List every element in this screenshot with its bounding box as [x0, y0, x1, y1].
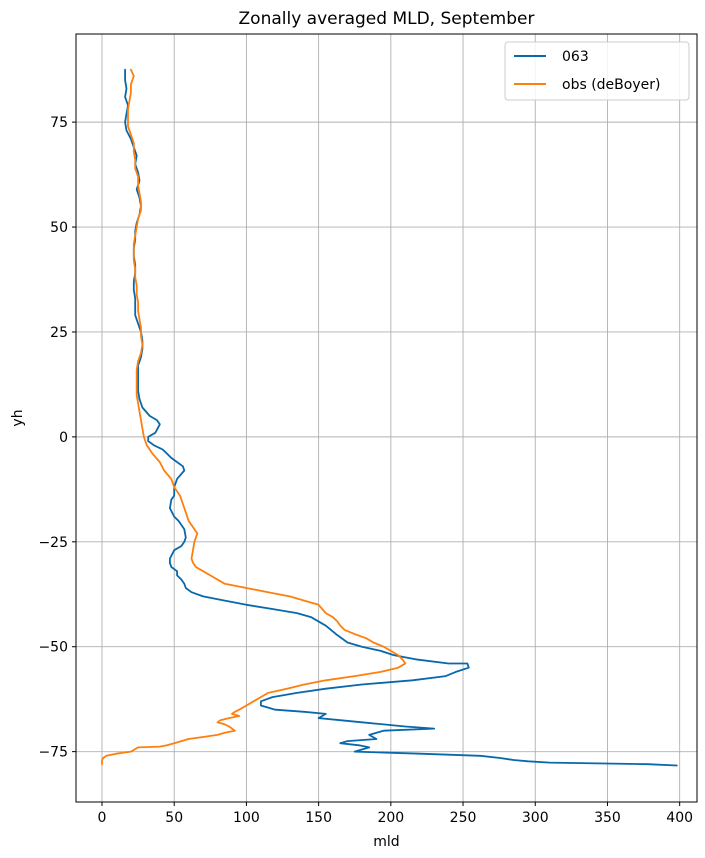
plot-frame: [75, 33, 698, 803]
x-tick-label: 150: [305, 810, 332, 826]
y-tick-label: −25: [38, 535, 68, 551]
x-tick-label: 0: [98, 810, 107, 826]
x-axis-label: mld: [373, 834, 399, 850]
chart-title: Zonally averaged MLD, September: [239, 9, 535, 29]
x-tick-label: 400: [666, 810, 693, 826]
series-line-obs: [101, 68, 407, 766]
x-tick-label: 200: [377, 810, 404, 826]
y-tick-label: 50: [50, 220, 68, 236]
x-tick-label: 250: [450, 810, 477, 826]
y-tick-label: 0: [59, 430, 68, 446]
plot-background: [76, 34, 697, 802]
x-tick-label: 100: [233, 810, 260, 826]
y-tick-label: 25: [50, 325, 68, 341]
legend-label-063: 063: [562, 49, 589, 65]
y-tick-label: −75: [38, 745, 68, 761]
legend: 063 obs (deBoyer): [504, 41, 690, 101]
y-axis-label: yh: [10, 409, 26, 426]
x-tick-label: 300: [522, 810, 549, 826]
ticks: 0 50 100 150 200 250 300 350 400 −75 −50 −25 0 25 50 75: [38, 115, 693, 826]
x-tick-label: 50: [165, 810, 183, 826]
x-tick-label: 350: [594, 810, 621, 826]
y-tick-label: 75: [50, 115, 68, 131]
y-tick-label: −50: [38, 640, 68, 656]
grid: [76, 34, 697, 802]
legend-box: [504, 41, 690, 101]
legend-label-obs: obs (deBoyer): [562, 77, 660, 93]
series-layer: [101, 68, 678, 767]
